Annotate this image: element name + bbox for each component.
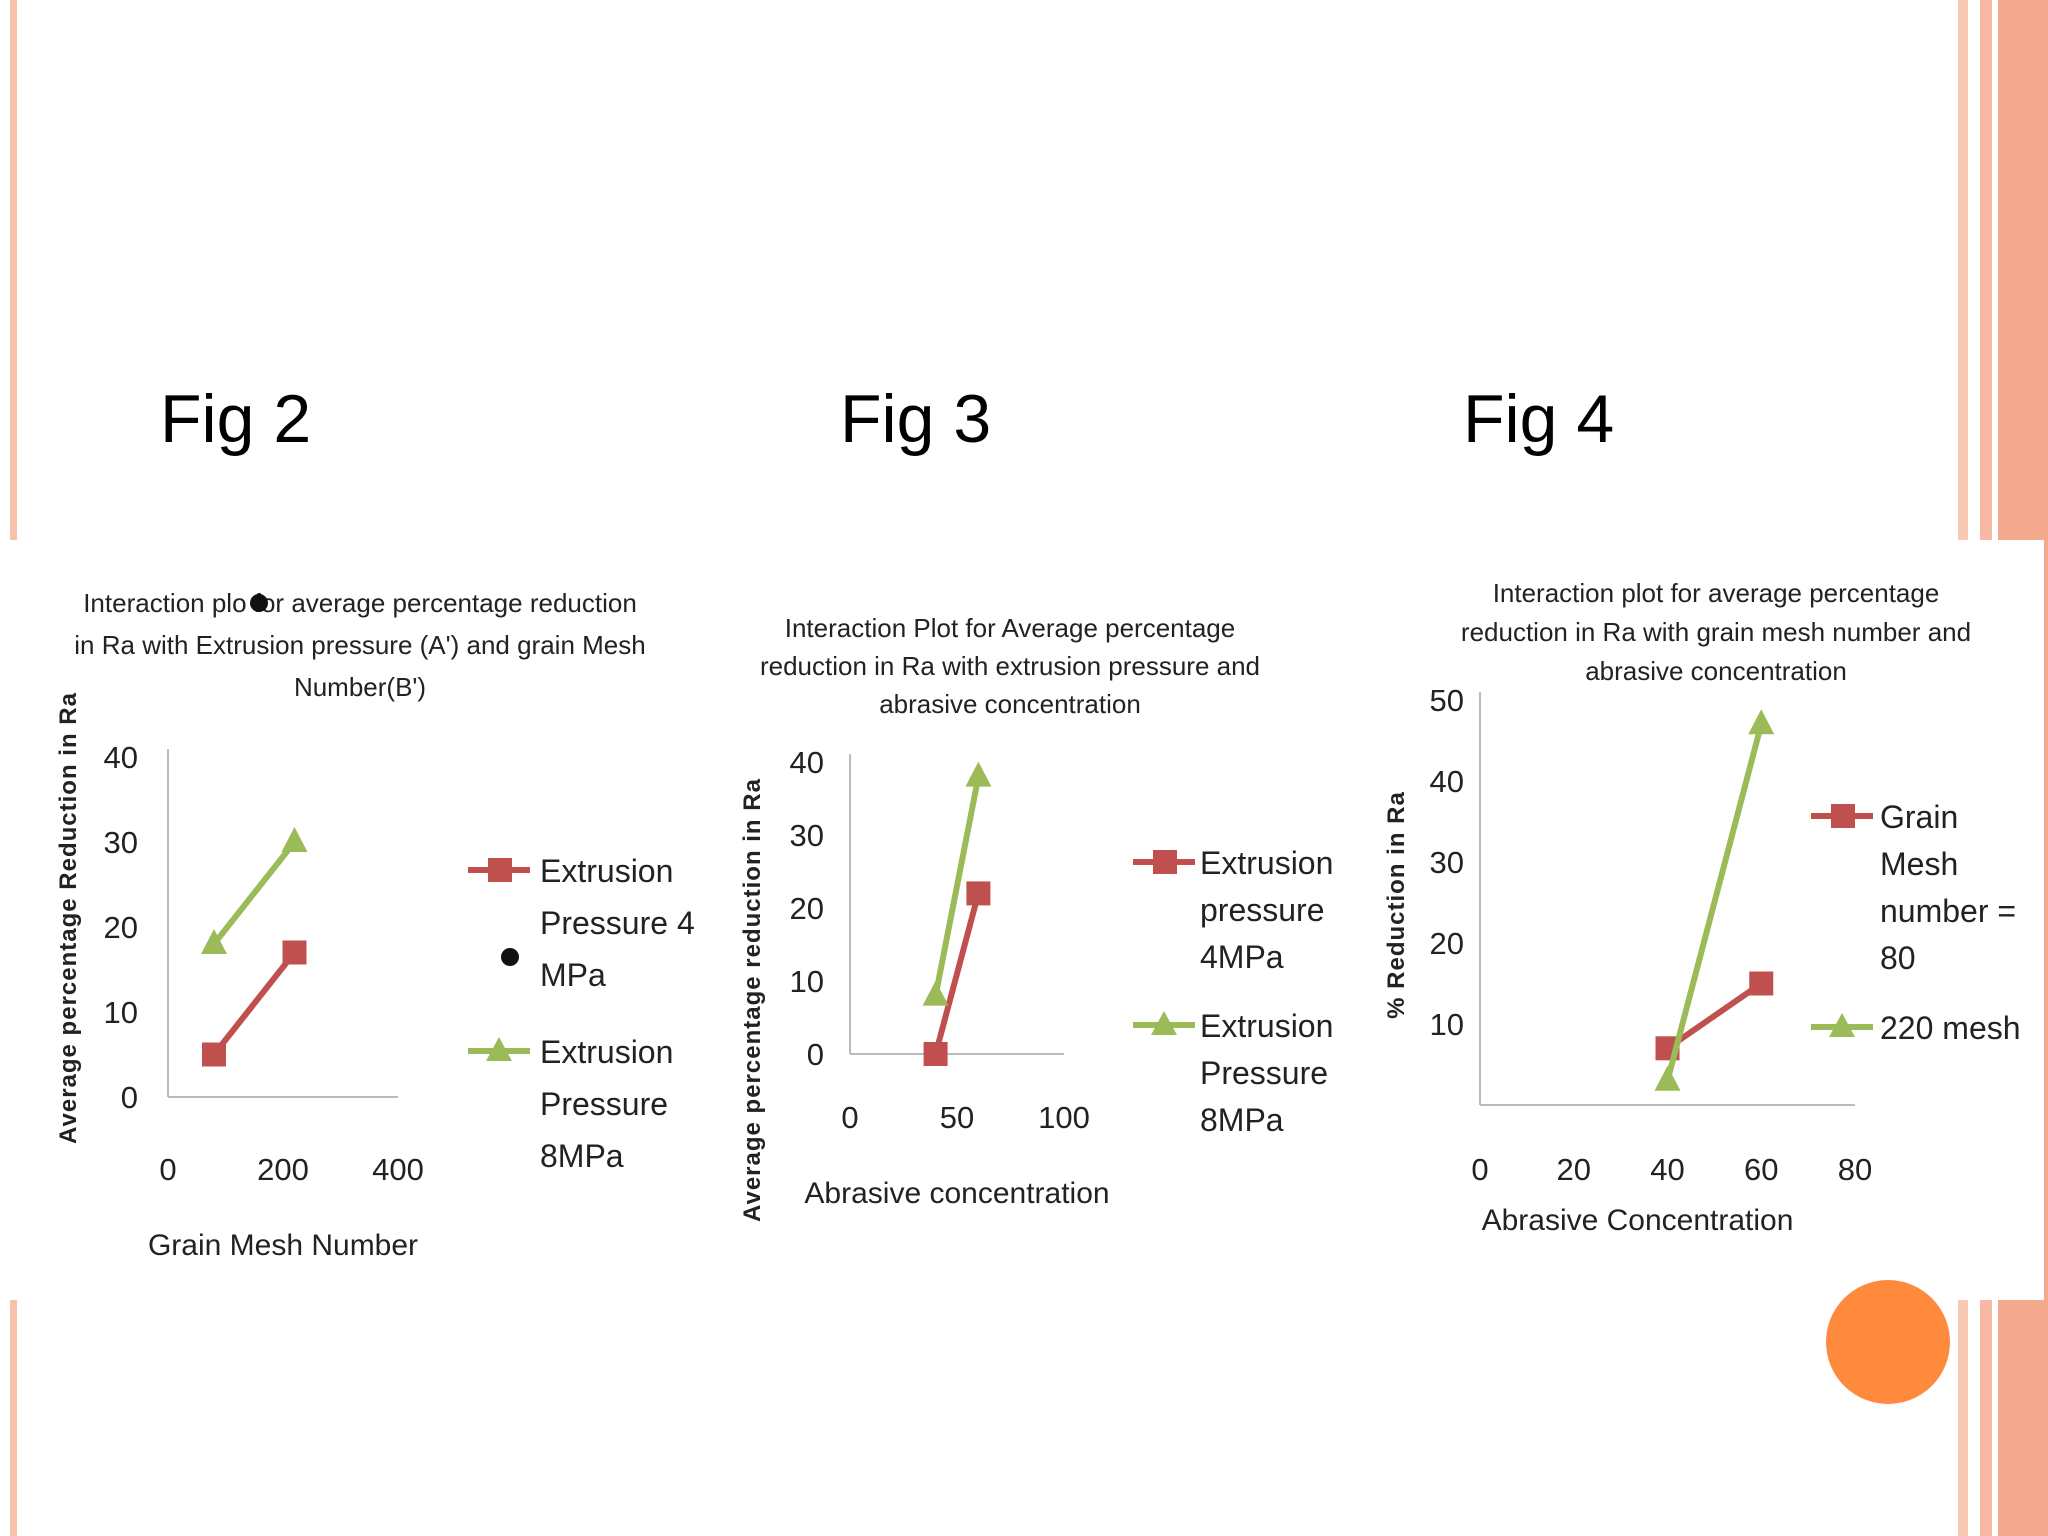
chart2-legend-text: MPa [540,957,606,993]
chart2-legend-text: Extrusion [540,853,673,889]
chart2-legend-text: Extrusion [540,1034,673,1070]
chart2-y-tick-label: 30 [104,825,138,860]
chart3-data-point [966,881,991,906]
chart3-y-axis-label: Average percentage reduction in Ra [739,778,766,1222]
chart4-x-axis-label: Abrasive Concentration [1482,1204,1794,1237]
chart3-x-tick-label: 50 [940,1100,974,1135]
chart3-y-tick-label: 40 [790,745,824,780]
chart2-title-line: Interaction plo for average percentage r… [83,588,637,618]
chart2-series-line [211,950,297,1057]
chart4-x-tick-label: 40 [1650,1152,1684,1187]
chart3-title-line: reduction in Ra with extrusion pressure … [760,651,1260,681]
chart3-data-point [922,980,949,1006]
slide-dot [1826,1280,1950,1404]
chart3-title-line: Interaction Plot for Average percentage [785,613,1235,643]
chart4-legend-marker [1831,804,1855,828]
chart4-legend-text: Mesh [1880,846,1958,882]
chart4-series-line [1664,723,1765,1082]
chart2-legend-text: Pressure 4 [540,905,695,941]
chart4-legend-text: Grain [1880,799,1958,835]
chart3-x-tick-label: 100 [1038,1100,1090,1135]
chart2-data-point [201,929,227,954]
fig2-label: Fig 2 [160,381,312,457]
chart3-legend-text: 8MPa [1200,1102,1284,1138]
chart4-data-point [1654,1065,1681,1091]
chart4-legend-marker [1829,1013,1855,1037]
chart4-x-tick-label: 80 [1838,1152,1872,1187]
chart2-y-tick-label: 10 [104,995,138,1030]
chart3-series-line [932,892,982,1055]
chart2-data-point [281,827,308,852]
chart4-data-point [1748,709,1775,735]
chart4-x-tick-label: 60 [1744,1152,1778,1187]
chart4-legend-text: 220 mesh [1880,1010,2021,1046]
chart3-x-tick-label: 0 [841,1100,858,1135]
chart4-legend-text: 80 [1880,940,1916,976]
chart2-x-axis-label: Grain Mesh Number [148,1229,418,1262]
chart2-data-point [282,940,307,965]
chart4-title-line: reduction in Ra with grain mesh number a… [1461,617,1971,647]
chart2-legend-text: 8MPa [540,1138,624,1174]
charts-canvas: Interaction plo for average percentage r… [55,578,2021,1262]
chart3-y-tick-label: 30 [790,818,824,853]
chart4-y-axis-label: % Reduction in Ra [1383,791,1410,1019]
chart4-y-tick-label: 30 [1430,845,1464,880]
chart3-legend-text: pressure [1200,892,1325,928]
chart4-y-tick-label: 40 [1430,764,1464,799]
chart2-y-axis-label: Average percentage Reduction in Ra [55,692,82,1144]
chart2-x-tick-label: 400 [372,1152,424,1187]
chart3-legend-marker [1151,1011,1177,1035]
chart4-x-tick-label: 20 [1557,1152,1591,1187]
chart4-y-tick-label: 10 [1430,1007,1464,1042]
chart2-legend-text: Pressure [540,1086,668,1122]
chart4-legend-text: number = [1880,893,2016,929]
chart4-data-point [1749,971,1774,996]
chart2-x-tick-label: 200 [257,1152,309,1187]
chart3-legend-marker [1153,850,1177,874]
chart4-y-tick-label: 20 [1430,926,1464,961]
fig3-label: Fig 3 [840,381,992,457]
chart3-y-tick-label: 20 [790,891,824,926]
chart2-x-tick-label: 0 [159,1152,176,1187]
chart4-y-tick-label: 50 [1430,683,1464,718]
chart3-data-point [923,1042,948,1066]
chart2-data-point [202,1042,226,1067]
chart2-y-tick-label: 40 [104,740,138,775]
chart2-title-line: Number(B') [294,672,426,702]
chart4-title-line: abrasive concentration [1585,656,1847,686]
chart3-legend-text: 4MPa [1200,939,1284,975]
chart2-legend-dot [501,948,519,966]
chart3-title-line: abrasive concentration [879,689,1141,719]
chart2-legend-marker [486,1037,512,1061]
chart3-y-tick-label: 10 [790,964,824,999]
chart2-series-line [211,840,297,946]
chart2-y-tick-label: 20 [104,910,138,945]
chart3-series-line [932,776,982,997]
chart2-legend-marker [488,858,512,882]
chart3-legend-text: Extrusion [1200,845,1333,881]
fig4-label: Fig 4 [1463,381,1615,457]
chart-image-panel [0,540,2044,1300]
chart2-title-dot [250,594,268,612]
chart4-series-line [1665,981,1763,1051]
chart3-y-tick-label: 0 [807,1037,824,1072]
chart2-title-line: in Ra with Extrusion pressure (A') and g… [74,630,645,660]
chart4-title-line: Interaction plot for average percentage [1493,578,1940,608]
chart3-legend-text: Pressure [1200,1055,1328,1091]
chart3-data-point [965,761,992,787]
chart3-legend-text: Extrusion [1200,1008,1333,1044]
chart4-x-tick-label: 0 [1471,1152,1488,1187]
chart2-y-tick-label: 0 [121,1080,138,1115]
chart3-x-axis-label: Abrasive concentration [804,1177,1109,1210]
